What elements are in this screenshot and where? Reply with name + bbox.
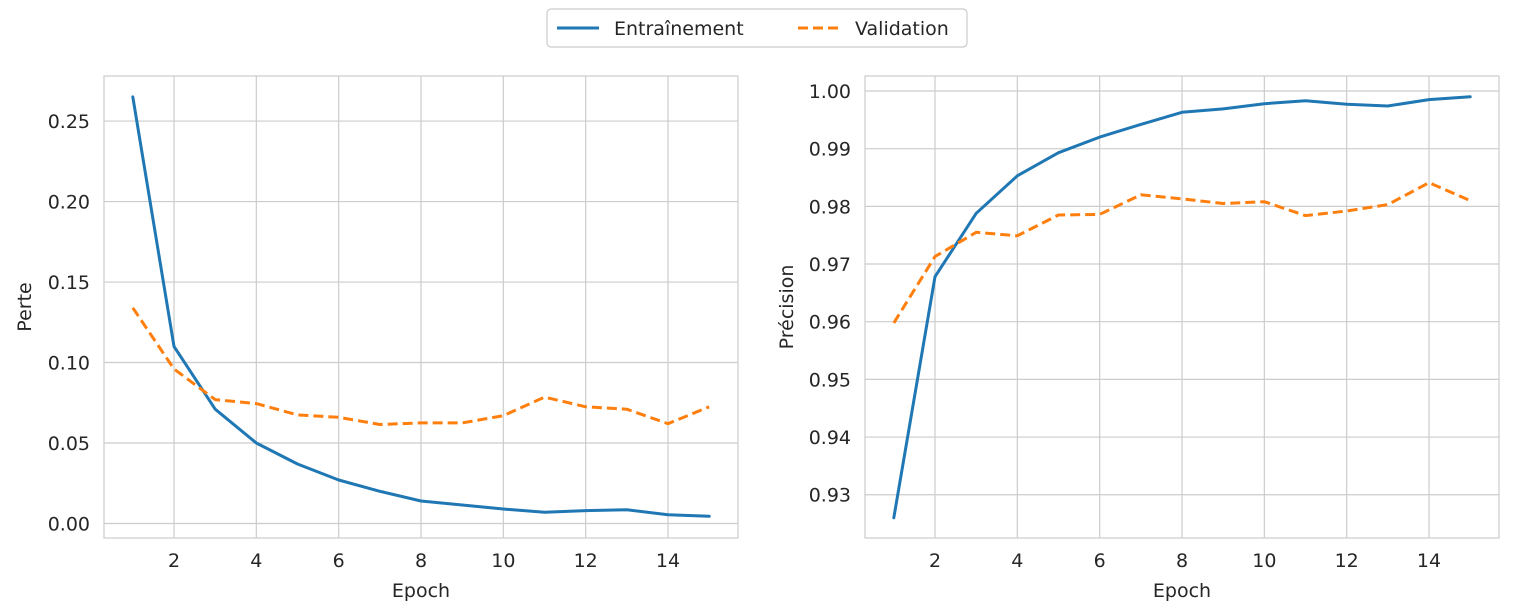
accuracy-chart-xlabel: Epoch — [1153, 580, 1211, 602]
accuracy-chart-ytick-label: 0.99 — [809, 139, 851, 161]
loss-chart-xtick-label: 12 — [574, 550, 598, 572]
accuracy-chart-ytick-label: 0.94 — [809, 427, 851, 449]
accuracy-chart-ylabel: Précision — [776, 265, 798, 350]
legend-label-train: Entraînement — [614, 18, 744, 40]
loss-chart-xtick-label: 2 — [168, 550, 180, 572]
accuracy-chart-series-val-line — [892, 181, 1471, 324]
loss-chart-ytick-label: 0.10 — [48, 353, 90, 375]
loss-chart-frame — [103, 75, 739, 539]
loss-chart-ytick-label: 0.15 — [48, 272, 90, 294]
loss-chart-xtick-label: 8 — [415, 550, 427, 572]
loss-chart-ytick-label: 0.00 — [48, 514, 90, 536]
accuracy-chart-grid — [865, 76, 1499, 538]
accuracy-chart-ytick-label: 0.97 — [809, 254, 851, 276]
accuracy-chart-ytick-label: 0.98 — [809, 196, 851, 218]
accuracy-chart-xtick-label: 10 — [1252, 550, 1276, 572]
legend-label-val: Validation — [855, 18, 949, 40]
accuracy-chart-ytick-label: 1.00 — [809, 81, 851, 103]
loss-chart-ylabel: Perte — [14, 282, 36, 331]
accuracy-chart-xtick-label: 2 — [929, 550, 941, 572]
loss-chart-ytick-label: 0.25 — [48, 111, 90, 133]
accuracy-chart-ytick-label: 0.95 — [809, 369, 851, 391]
accuracy-chart-ticks: 2 4 6 8 10 12 14 0.93 0.94 0.95 0.96 0.97 0.98 0.99 1.… — [809, 81, 1441, 572]
accuracy-chart-series-train-line — [892, 95, 1472, 520]
loss-chart-grid — [104, 76, 738, 538]
loss-chart-ytick-label: 0.20 — [48, 192, 90, 214]
loss-chart-xtick-label: 14 — [656, 550, 680, 572]
accuracy-chart-ytick-label: 0.93 — [809, 485, 851, 507]
accuracy-chart-frame — [864, 75, 1500, 539]
loss-chart-series-val-line — [131, 306, 710, 426]
accuracy-chart-xtick-label: 12 — [1335, 550, 1359, 572]
loss-chart-series-train-line — [131, 95, 711, 518]
accuracy-chart-xtick-label: 6 — [1094, 550, 1106, 572]
accuracy-chart-panel: 2 4 6 8 10 12 14 0.93 0.94 0.95 0.96 0.97 0.98 0.99 1.… — [776, 75, 1500, 602]
accuracy-chart-xtick-label: 8 — [1176, 550, 1188, 572]
accuracy-chart-ytick-label: 0.96 — [809, 312, 851, 334]
loss-chart-ytick-label: 0.05 — [48, 433, 90, 455]
loss-chart-xlabel: Epoch — [392, 580, 450, 602]
accuracy-chart-lines — [892, 95, 1472, 520]
loss-chart-ticks: 2 4 6 8 10 12 14 0.00 0.05 0.10 0.15 0.20 0.25 — [48, 111, 680, 572]
legend-frame — [546, 8, 968, 48]
loss-chart-xtick-label: 4 — [250, 550, 262, 572]
accuracy-chart-xtick-label: 4 — [1011, 550, 1023, 572]
loss-chart-xtick-label: 6 — [333, 550, 345, 572]
loss-chart-panel: 2 4 6 8 10 12 14 0.00 0.05 0.10 0.15 0.20 0.25 Epoch… — [14, 75, 739, 602]
loss-chart-xtick-label: 10 — [491, 550, 515, 572]
accuracy-chart-xtick-label: 14 — [1417, 550, 1441, 572]
legend: Entraînement Validation — [546, 8, 968, 48]
loss-chart-lines — [131, 95, 711, 518]
